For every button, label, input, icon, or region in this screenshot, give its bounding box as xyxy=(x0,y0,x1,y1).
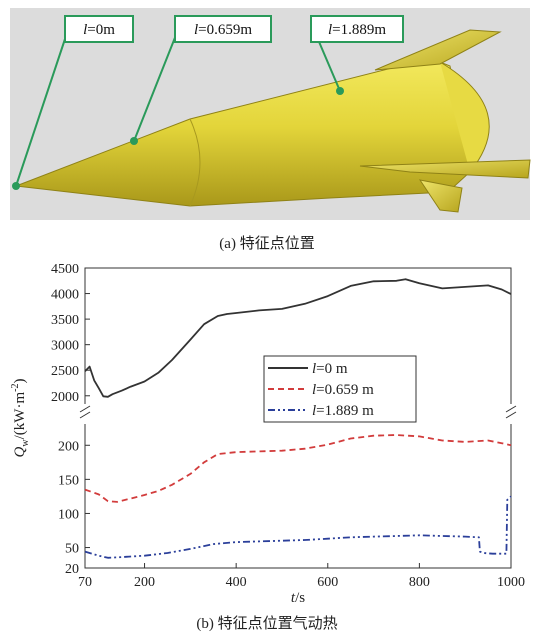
x-tick-label: 600 xyxy=(317,575,338,590)
marker-dot-0 xyxy=(12,182,20,190)
y-tick-label: 150 xyxy=(58,473,79,488)
axis-break-right-lower xyxy=(505,411,517,419)
x-tick-label: 70 xyxy=(78,575,92,590)
y-tick-label: 50 xyxy=(65,542,79,557)
marker-label-0: l=0m xyxy=(64,15,134,43)
marker-dot-2 xyxy=(336,87,344,95)
svg-text:l=0.659 m: l=0.659 m xyxy=(312,382,374,398)
x-tick-label: 200 xyxy=(134,575,155,590)
axis-break-left-upper xyxy=(79,405,91,413)
y-tick-label: 3000 xyxy=(51,339,79,354)
x-tick-label: 1000 xyxy=(497,575,525,590)
svg-text:l=0.659m: l=0.659m xyxy=(194,22,252,38)
svg-text:l=1.889 m: l=1.889 m xyxy=(312,403,374,419)
marker-label-1: l=0.659m xyxy=(174,15,272,43)
x-axis-label: t/s xyxy=(291,590,305,606)
y-tick-label: 20 xyxy=(65,562,79,577)
figure-a-caption: (a) 特征点位置 xyxy=(219,236,315,252)
axis-break-right-upper xyxy=(505,405,517,413)
marker-dot-1 xyxy=(130,137,138,145)
series-line-1 xyxy=(84,434,512,503)
axis-ticks: 70 200 400 600 800 1000 2000 2500 3000 3500 4000 45… xyxy=(51,262,525,590)
legend: l=0 m l=0.659 m l=1.889 m xyxy=(263,355,417,423)
upper-fin xyxy=(374,29,502,71)
legend-item-1: l=0.659 m xyxy=(268,382,374,398)
side-fin xyxy=(359,159,531,179)
y-axis-label: Qw/(kW·m-2) xyxy=(10,379,31,458)
legend-item-2: l=1.889 m xyxy=(268,403,374,419)
x-tick-label: 400 xyxy=(226,575,247,590)
legend-item-0: l=0 m xyxy=(268,361,348,377)
svg-text:l=0m: l=0m xyxy=(83,22,115,38)
chart-frame xyxy=(79,267,517,569)
series-line-0 xyxy=(84,278,512,398)
y-tick-label: 4000 xyxy=(51,288,79,303)
y-tick-label: 2500 xyxy=(51,364,79,379)
svg-text:l=1.889m: l=1.889m xyxy=(328,22,386,38)
lower-fin xyxy=(418,179,463,213)
svg-text:l=0 m: l=0 m xyxy=(312,361,348,377)
y-tick-label: 3500 xyxy=(51,313,79,328)
marker-label-2: l=1.889m xyxy=(310,15,404,43)
y-tick-label: 4500 xyxy=(51,262,79,277)
series-line-2 xyxy=(84,495,512,559)
y-tick-label: 2000 xyxy=(51,390,79,405)
figure-b-caption: (b) 特征点位置气动热 xyxy=(196,616,338,632)
axis-break-left-lower xyxy=(79,411,91,419)
y-tick-label: 100 xyxy=(58,507,79,522)
x-tick-label: 800 xyxy=(409,575,430,590)
y-tick-label: 200 xyxy=(58,439,79,454)
rocket-body xyxy=(15,29,531,213)
series-layer xyxy=(84,278,512,559)
